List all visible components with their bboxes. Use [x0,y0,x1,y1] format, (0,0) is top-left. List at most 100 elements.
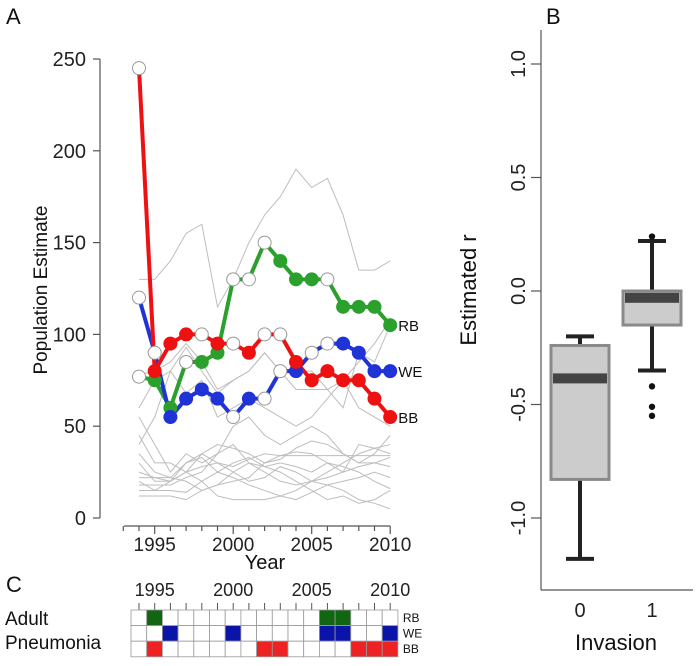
background-population-line [138,319,391,445]
series-end-label-bb: BB [398,410,418,427]
background-population-line [138,462,391,510]
heatmap-cell-we [256,625,273,642]
data-point-bb [194,327,209,342]
data-point-bb [132,61,146,76]
data-point-rb [383,318,398,333]
median-band [553,373,607,384]
data-point-we [179,391,194,406]
data-point-bb [226,336,241,351]
heatmap-cell-bb [209,640,226,658]
panel-a-x-tick-label: 2005 [291,535,333,556]
panel-b-ylabel: Estimated r [456,234,481,345]
data-point-bb [351,373,366,388]
data-point-we [383,364,398,379]
panel-c-title-line-1: Adult [5,609,49,630]
heatmap-cell-we [240,625,257,642]
background-population-line [139,471,391,501]
outlier-point [648,403,656,410]
series-end-label-we: WE [398,364,422,381]
heatmap-cell-we [224,625,242,642]
data-point-we [226,410,241,425]
heatmap-cell-we [350,625,367,642]
heatmap-cell-we [318,625,336,642]
data-point-bb [257,327,272,342]
background-population-line [138,346,391,427]
panel-label-b: B [546,4,561,29]
heatmap-cell-we [381,625,399,642]
heatmap-cell-rb [381,609,399,627]
heatmap-cell-we [334,625,352,642]
heatmap-cell-rb [209,609,226,627]
background-population-line [138,453,391,482]
heatmap-cell-bb [381,640,399,658]
panel-a-y-tick-label: 50 [64,416,86,438]
data-point-we [257,391,272,406]
panel-b-xlabel: Invasion [575,630,657,655]
panel-a-xlabel: Year [245,552,286,574]
data-point-bb [179,327,194,342]
panel-b-category-label: 1 [646,600,657,622]
data-point-we [273,364,288,379]
heatmap-cell-bb [224,640,242,658]
heatmap-cell-rb [193,609,210,627]
heatmap-cell-rb [318,609,336,627]
heatmap-cell-we [161,625,179,642]
panel-label-c: C [6,572,22,597]
panel-a-y-tick-label: 100 [53,324,86,346]
heatmap-cell-we [271,625,289,642]
heatmap-cell-bb [303,640,320,658]
panel-c-row-label: RB [403,611,420,625]
heatmap-cell-bb [240,640,257,658]
heatmap-cell-we [209,625,226,642]
data-point-we [304,345,319,360]
background-population-line [139,462,391,504]
data-point-rb [289,272,303,287]
data-point-we [367,364,382,379]
heatmap-cell-bb [350,640,367,658]
panel-c-x-tick-label: 2000 [213,580,253,600]
data-point-rb [241,272,256,287]
background-population-line [139,451,391,501]
panel-b-y-tick-label: -1.0 [508,501,530,535]
heatmap-cell-bb [177,640,195,658]
heatmap-cell-bb [334,640,352,658]
heatmap-cell-bb [318,640,336,658]
series-end-label-rb: RB [398,318,419,335]
panel-a-x-tick-label: 1995 [134,535,176,556]
background-population-line [138,444,391,492]
panel-c-x-tick-label: 1995 [135,580,175,600]
data-point-bb [367,391,382,406]
panel-b-y-tick-label: 1.0 [508,50,530,78]
data-point-we [163,410,178,425]
panel-c-row-label: BB [403,642,419,656]
data-point-rb [226,272,241,287]
heatmap-cell-bb [130,640,148,658]
data-point-we [147,345,162,360]
heatmap-cell-rb [256,609,273,627]
panel-b-y-tick-label: 0.0 [508,277,530,305]
data-point-bb [304,373,319,388]
panel-c-row-label: WE [403,627,422,641]
data-point-we [210,391,225,406]
heatmap-cell-rb [177,609,195,627]
heatmap-cell-rb [334,609,352,627]
heatmap-cell-rb [287,609,305,627]
panel-a-x-tick-label: 2000 [212,535,254,556]
data-point-rb [132,369,146,384]
data-point-we [320,336,335,351]
data-point-we [132,290,146,305]
outlier-point [648,233,656,240]
panel-a-x-tick-label: 2010 [369,535,411,556]
data-point-we [194,382,209,397]
panel-a-y-tick-label: 0 [75,508,86,530]
data-point-rb [320,272,335,287]
data-point-bb [241,345,256,360]
heatmap-cell-rb [224,609,242,627]
panel-a-line-chart: Population Estimate Year 0 50 100 150 200 250… [31,49,422,574]
panel-b-category-label: 0 [574,600,585,622]
data-point-rb [304,272,319,287]
data-point-rb [194,354,209,369]
median-band [625,292,679,303]
